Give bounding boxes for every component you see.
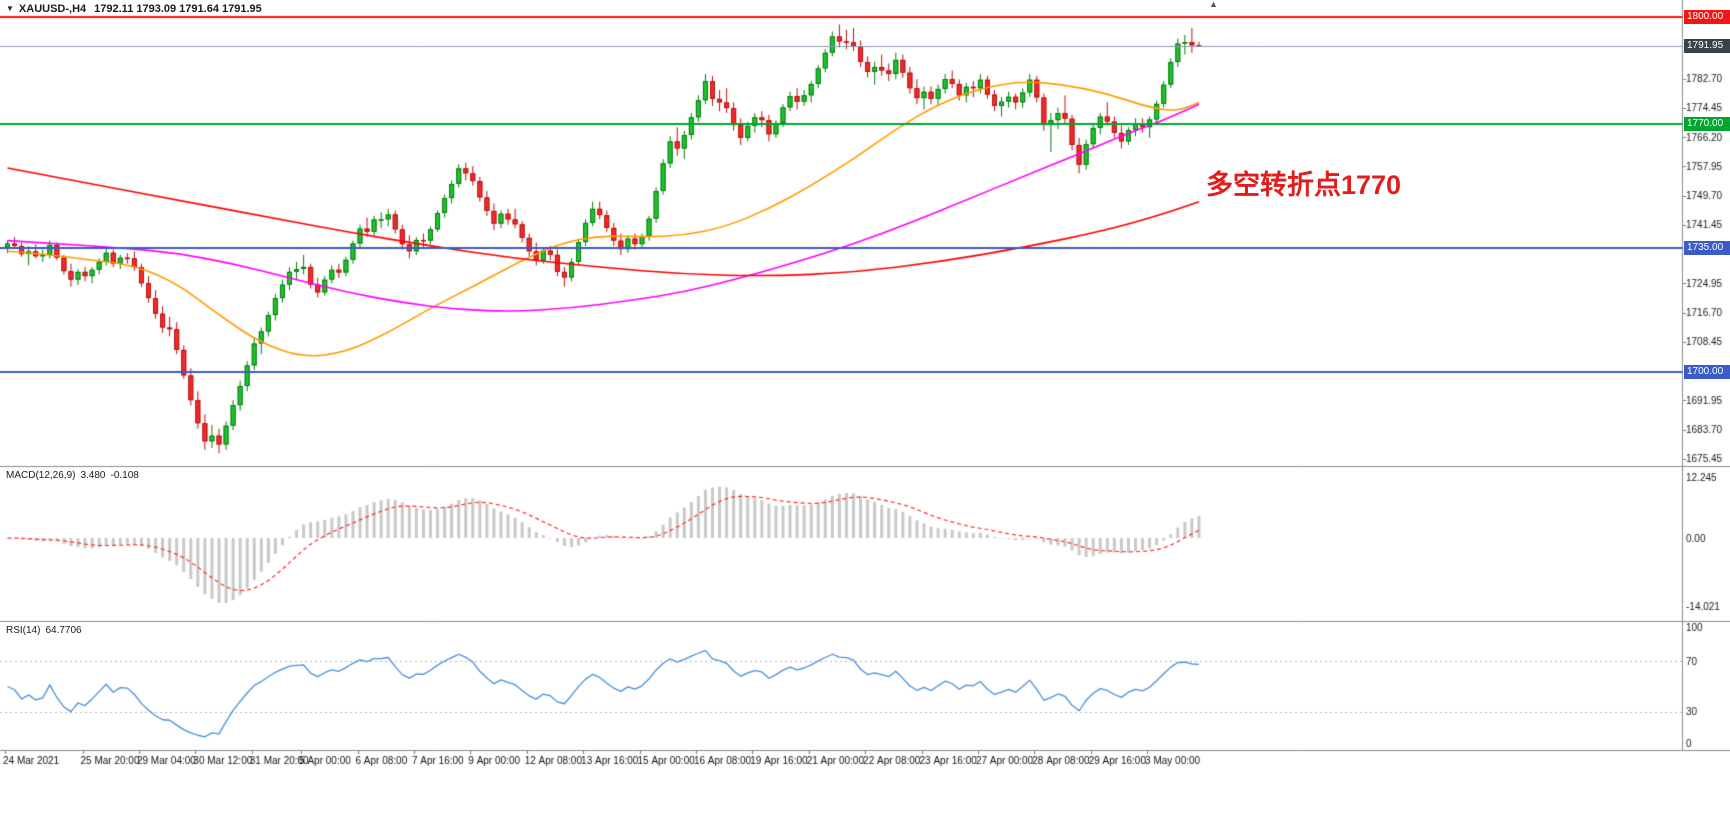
- symbol-period-label: XAUUSD-,H4: [18, 3, 87, 15]
- macd-indicator-label: MACD(12,26,9) 3.480 -0.108: [6, 470, 144, 481]
- hline-label-1735: 1735.00: [1684, 240, 1730, 255]
- macd-main-value: 3.480: [80, 470, 106, 481]
- collapse-chart-icon[interactable]: ▼: [6, 4, 14, 13]
- macd-name: MACD(12,26,9): [6, 470, 76, 481]
- rsi-name: RSI(14): [6, 625, 41, 636]
- rsi-value: 64.7706: [45, 625, 82, 636]
- hline-label-1700: 1700.00: [1684, 364, 1730, 379]
- chart-shift-marker-icon[interactable]: ▲: [1209, 0, 1218, 9]
- ohlc-values: 1792.11 1793.09 1791.64 1791.95: [94, 3, 262, 15]
- macd-signal-value: -0.108: [110, 470, 139, 481]
- rsi-indicator-label: RSI(14) 64.7706: [6, 625, 87, 636]
- hline-label-1800: 1800.00: [1684, 10, 1730, 25]
- symbol-ohlc-info: ▼ XAUUSD-,H4 1792.11 1793.09 1791.64 1791.…: [6, 3, 262, 15]
- chart-annotation-text[interactable]: 多空转折点1770: [1206, 170, 1402, 200]
- hline-label-1770: 1770.00: [1684, 116, 1730, 131]
- bid-price-label: 1791.95: [1684, 38, 1730, 53]
